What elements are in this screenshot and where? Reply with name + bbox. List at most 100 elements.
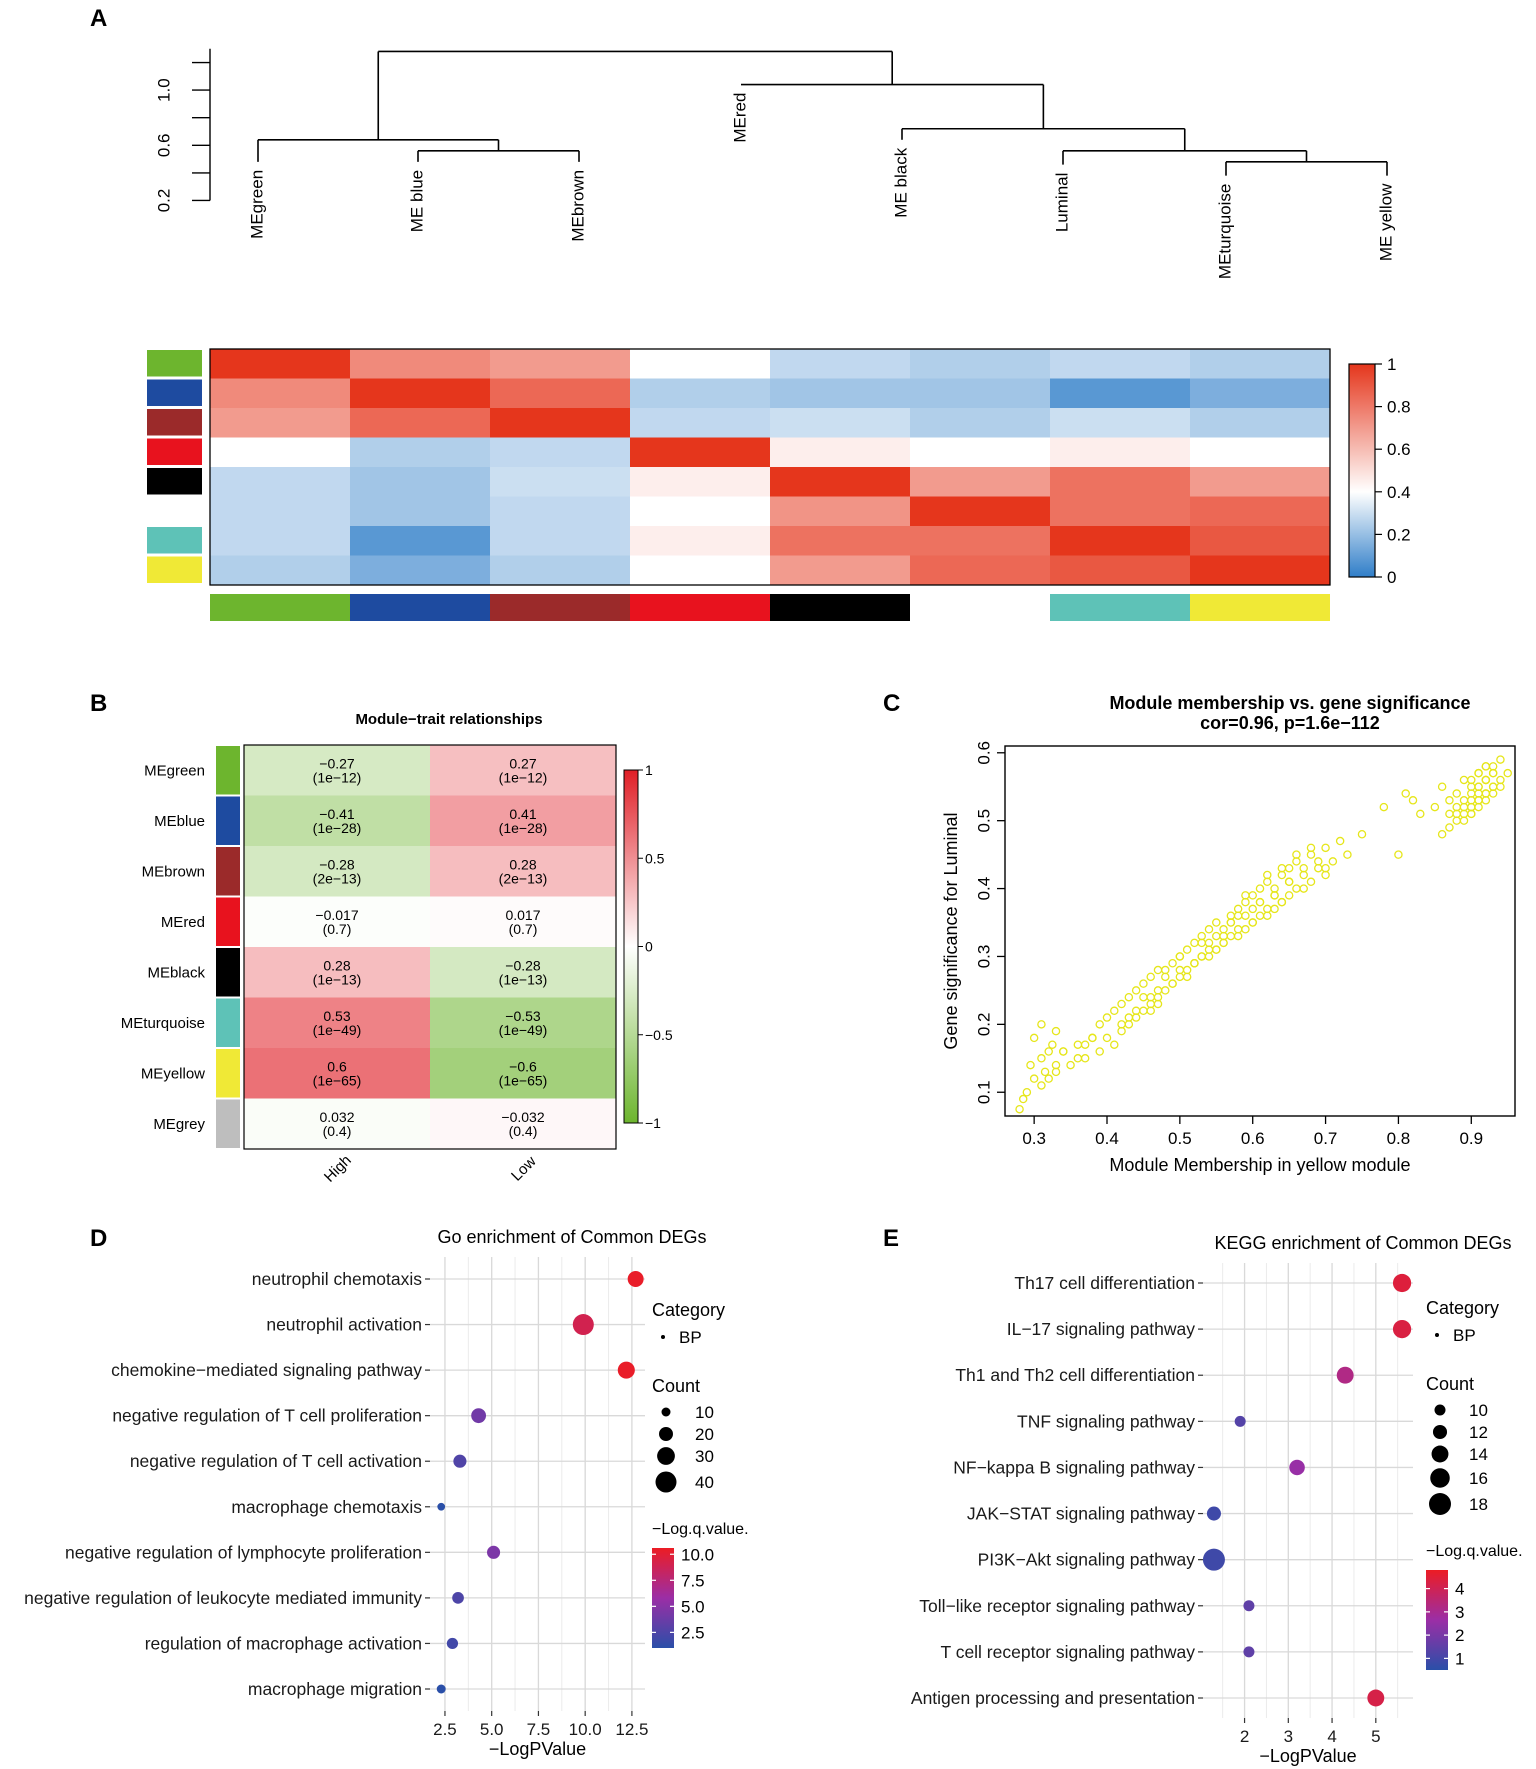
- enrichment-dot: [1392, 1273, 1412, 1293]
- legend-size-dot: [1429, 1493, 1451, 1515]
- enrichment-dot: [1243, 1600, 1255, 1612]
- panel-label-e: E: [883, 1225, 899, 1252]
- panel-label-c: C: [883, 690, 900, 717]
- cell-correlation: −0.53: [505, 1008, 541, 1024]
- scatter-point: [1467, 775, 1476, 785]
- legend-size-dot: [655, 1471, 677, 1493]
- row-label: MEgrey: [153, 1116, 205, 1133]
- column-module-color: [630, 594, 770, 621]
- scatter-point: [1197, 938, 1206, 948]
- panel-d-go-dotplot: Go enrichment of Common DEGs neutrophil c…: [24, 1227, 748, 1759]
- dendrogram-leaf-label: MEturquoise: [1215, 184, 1234, 279]
- heatmap-cell: [244, 997, 431, 1049]
- scatter-point: [1175, 952, 1185, 961]
- scatter-point: [1488, 782, 1498, 791]
- category-label: chemokine−mediated signaling pathway: [111, 1360, 422, 1380]
- x-tick-label: 2.5: [433, 1720, 457, 1739]
- scatter-point: [1496, 782, 1505, 791]
- scatter-point: [1117, 999, 1126, 1009]
- heatmap-cell: [1190, 555, 1331, 586]
- scatter-point: [1146, 1006, 1155, 1016]
- row-module-color: [216, 1099, 240, 1148]
- scatter-point: [1037, 1081, 1046, 1090]
- legend-size-label: 20: [695, 1425, 714, 1444]
- legend-size-dot: [1430, 1468, 1450, 1488]
- column-label: Low: [508, 1153, 540, 1185]
- scatter-point: [1481, 789, 1491, 798]
- scatter-point: [1131, 1006, 1141, 1016]
- colorbar-tick-label: 3: [1455, 1603, 1464, 1622]
- scatter-point: [1131, 986, 1141, 995]
- scatter-point: [1197, 952, 1206, 961]
- enrichment-dot: [1392, 1319, 1412, 1339]
- scatter-point: [1204, 952, 1214, 961]
- column-module-color: [210, 594, 350, 621]
- heatmap-cell: [770, 437, 911, 468]
- legend-size-dot: [1434, 1404, 1446, 1416]
- heatmap-cell: [630, 378, 771, 409]
- column-label: High: [321, 1152, 355, 1186]
- scatter-point: [1059, 1047, 1068, 1056]
- scatter-point: [1190, 938, 1199, 948]
- scatter-point: [1467, 809, 1476, 819]
- legend-size-dot: [1431, 1445, 1449, 1463]
- row-module-color: [216, 998, 240, 1047]
- cell-pvalue: (1e−49): [499, 1022, 548, 1038]
- x-tick-label: 5.0: [480, 1720, 504, 1739]
- row-label: MEyellow: [141, 1065, 205, 1082]
- colorbar-tick-label: 0: [645, 939, 653, 955]
- scatter-point: [1284, 891, 1294, 900]
- scatter-point: [1452, 816, 1461, 825]
- category-label: Antigen processing and presentation: [911, 1688, 1195, 1708]
- scatter-point: [1219, 925, 1228, 934]
- dendrogram-axis-tick-label: 1.0: [154, 78, 173, 102]
- scatter-point: [1204, 945, 1214, 954]
- scatter-point: [1233, 904, 1243, 914]
- chart-title: Go enrichment of Common DEGs: [437, 1227, 706, 1247]
- scatter-point: [1343, 850, 1352, 859]
- column-module-color: [490, 594, 630, 621]
- cell-correlation: −0.28: [319, 856, 355, 872]
- legend-category-dot: [1435, 1333, 1439, 1337]
- x-tick-label: 5: [1371, 1727, 1380, 1746]
- dendrogram-leaf-label: Luminal: [1052, 173, 1071, 233]
- scatter-point: [1263, 911, 1272, 920]
- scatter-point: [1161, 972, 1170, 982]
- heatmap-cell: [910, 378, 1051, 409]
- colorbar-tick-label: 2: [1455, 1626, 1464, 1645]
- legend-size-label: 10: [1469, 1401, 1488, 1420]
- dendrogram-leaf-label: ME blue: [407, 170, 426, 232]
- heatmap-cell: [430, 745, 617, 796]
- enrichment-dot: [446, 1637, 459, 1650]
- scatter-point: [1474, 782, 1483, 791]
- scatter-point: [1481, 762, 1491, 771]
- heatmap-cell: [630, 526, 771, 556]
- scatter-point: [1073, 1054, 1083, 1063]
- heatmap-border: [243, 744, 617, 1150]
- colorbar-tick-label: 7.5: [681, 1571, 705, 1590]
- scatter-point: [1459, 796, 1469, 805]
- heatmap-cell: [770, 378, 911, 409]
- heatmap-cell: [244, 896, 431, 948]
- heatmap-cell: [350, 526, 491, 556]
- legend-size-label: 30: [695, 1447, 714, 1466]
- scatter-point: [1048, 1040, 1057, 1049]
- category-label: NF−kappa B signaling pathway: [953, 1457, 1195, 1477]
- scatter-point: [1015, 1104, 1024, 1114]
- enrichment-dot: [471, 1408, 487, 1424]
- row-module-color: [147, 556, 202, 583]
- cell-correlation: −0.27: [319, 755, 355, 771]
- enrichment-dot: [1234, 1415, 1246, 1427]
- scatter-point: [1051, 1067, 1061, 1077]
- heatmap-cell: [244, 745, 431, 796]
- y-axis-label: Gene significance for Luminal: [941, 812, 961, 1049]
- scatter-point: [1219, 931, 1228, 941]
- scatter-point: [1445, 796, 1454, 805]
- scatter-point: [1037, 1054, 1046, 1063]
- colorbar-tick-label: 0: [1387, 568, 1396, 587]
- legend-size-dot: [1432, 1424, 1448, 1440]
- scatter-point: [1306, 850, 1316, 859]
- panel-label-a: A: [90, 5, 107, 32]
- scatter-point: [1394, 850, 1403, 859]
- chart-subtitle: cor=0.96, p=1.6e−112: [1200, 713, 1380, 733]
